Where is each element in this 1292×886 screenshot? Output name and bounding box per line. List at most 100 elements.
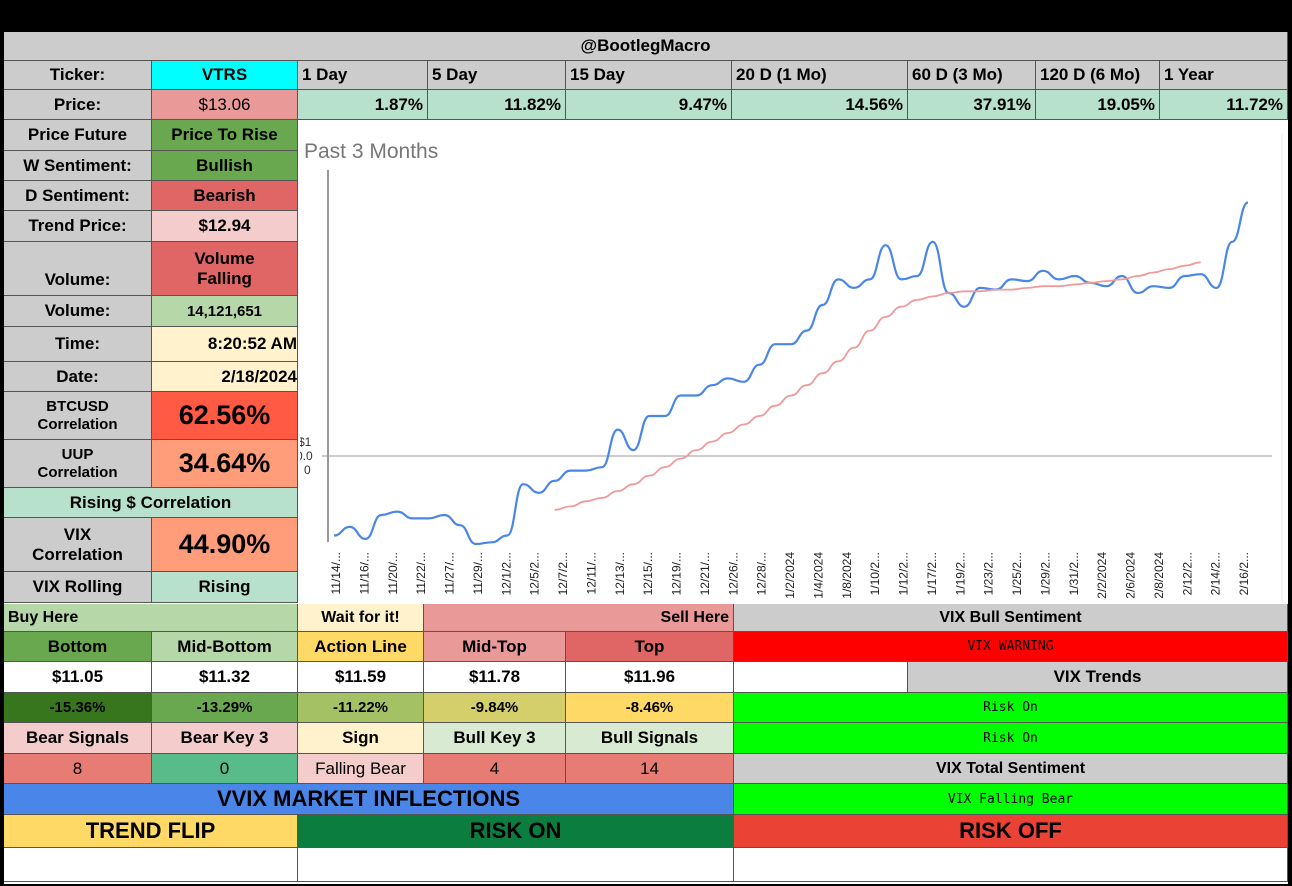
y-tick-label-3: 0 (304, 463, 311, 477)
x-tick-label: 1/17/2... (925, 552, 939, 595)
chart-series-1-line (333, 201, 1249, 546)
price-future-value: Price To Rise (152, 120, 298, 151)
x-tick-label: 1/12/2... (897, 552, 911, 595)
sign-value: Falling Bear (298, 754, 424, 784)
chart-series-2-line (554, 261, 1201, 511)
vix-bull-sentiment-label: VIX Bull Sentiment (734, 604, 1288, 632)
x-tick-label: 11/29/... (471, 552, 485, 594)
change-20-day: 14.56% (732, 90, 908, 120)
x-tick-label: 1/31/2... (1067, 552, 1081, 595)
blank-cell-1 (4, 848, 298, 882)
vix-trends-blank (734, 662, 908, 693)
btc-correlation-label: BTCUSD Correlation (4, 392, 152, 440)
x-tick-label: 12/1/2... (499, 552, 513, 595)
bear-signals-header: Bear Signals (4, 723, 152, 754)
bull-key-3-header: Bull Key 3 (424, 723, 566, 754)
x-tick-label: 11/27/... (443, 552, 457, 594)
sign-header: Sign (298, 723, 424, 754)
bull-signals-header: Bull Signals (566, 723, 734, 754)
bull-signals-value: 14 (566, 754, 734, 784)
vix-warning: VIX WARNING (734, 632, 1288, 662)
level-mid-top-pct: -9.84% (424, 693, 566, 723)
time-value: 8:20:52 AM (152, 327, 298, 362)
change-120-day: 19.05% (1036, 90, 1160, 120)
sell-here-label: Sell Here (424, 604, 734, 632)
x-tick-label: 12/15/... (641, 552, 655, 595)
x-tick-label: 11/22/... (414, 552, 428, 594)
x-tick-label: 11/20/... (386, 552, 400, 594)
blank-cell-2 (298, 848, 734, 882)
x-tick-label: 12/11/... (584, 552, 598, 594)
level-mid-top-price: $11.78 (424, 662, 566, 693)
time-label: Time: (4, 327, 152, 362)
date-value: 2/18/2024 (152, 362, 298, 392)
level-action-line-price: $11.59 (298, 662, 424, 693)
ticker-label: Ticker: (4, 61, 152, 90)
level-action-line-pct: -11.22% (298, 693, 424, 723)
period-1-year: 1 Year (1160, 61, 1288, 90)
x-tick-label: 12/19/... (670, 552, 684, 595)
x-tick-label: 1/10/2... (868, 552, 882, 595)
price-chart: Past 3 Months $10.00 11/14/... 11/16/... 11/… (300, 134, 1288, 604)
level-action-line-header: Action Line (298, 632, 424, 662)
volume-value: 14,121,651 (152, 296, 298, 327)
uup-correlation-label: UUP Correlation (4, 440, 152, 488)
uup-correlation-value: 34.64% (152, 440, 298, 488)
rising-correlation: Rising $ Correlation (4, 488, 298, 518)
period-1-day: 1 Day (298, 61, 428, 90)
trend-flip: TREND FLIP (4, 815, 298, 848)
period-120-day: 120 D (6 Mo) (1036, 61, 1160, 90)
level-mid-bottom-pct: -13.29% (152, 693, 298, 723)
w-sentiment-label: W Sentiment: (4, 151, 152, 181)
period-20-day: 20 D (1 Mo) (732, 61, 908, 90)
price-value: $13.06 (152, 90, 298, 120)
price-label: Price: (4, 90, 152, 120)
level-mid-bottom-header: Mid-Bottom (152, 632, 298, 662)
x-tick-label: 1/23/2... (982, 552, 996, 595)
level-bottom-price: $11.05 (4, 662, 152, 693)
blank-cell-3 (734, 848, 1288, 882)
x-tick-label: 1/2/2024 (783, 552, 797, 599)
change-1-day: 1.87% (298, 90, 428, 120)
vix-rolling-label: VIX Rolling (4, 572, 152, 603)
risk-on: RISK ON (298, 815, 734, 848)
change-1-year: 11.72% (1160, 90, 1288, 120)
vix-total-sentiment-label: VIX Total Sentiment (734, 754, 1288, 784)
x-tick-label: 2/2/2024 (1095, 552, 1109, 599)
buy-here-label: Buy Here (4, 604, 298, 632)
x-tick-label: 12/26/... (726, 552, 740, 595)
volume-trend-value: Volume Falling (152, 242, 298, 296)
bull-key-3-value: 4 (424, 754, 566, 784)
change-5-day: 11.82% (428, 90, 566, 120)
vix-correlation-value: 44.90% (152, 518, 298, 572)
period-15-day: 15 Day (566, 61, 732, 90)
vix-trend-2: Risk On (734, 723, 1288, 754)
level-top-header: Top (566, 632, 734, 662)
x-tick-label: 1/25/2... (1010, 552, 1024, 595)
vix-total-sentiment-value: VIX Falling Bear (734, 784, 1288, 815)
date-label: Date: (4, 362, 152, 392)
d-sentiment-label: D Sentiment: (4, 181, 152, 211)
price-future-label: Price Future (4, 120, 152, 151)
x-tick-label: 2/16/2... (1237, 552, 1251, 595)
period-60-day: 60 D (3 Mo) (908, 61, 1036, 90)
y-tick-label-1: $1 (300, 435, 312, 449)
level-top-price: $11.96 (566, 662, 734, 693)
vix-trends-label: VIX Trends (908, 662, 1288, 693)
ticker-value[interactable]: VTRS (152, 61, 298, 90)
chart-title: Past 3 Months (304, 140, 438, 163)
change-15-day: 9.47% (566, 90, 732, 120)
x-tick-label: 12/13/... (613, 552, 627, 595)
level-bottom-pct: -15.36% (4, 693, 152, 723)
bear-signals-value: 8 (4, 754, 152, 784)
change-60-day: 37.91% (908, 90, 1036, 120)
x-tick-label: 1/29/2... (1038, 552, 1052, 595)
trend-price-value: $12.94 (152, 211, 298, 242)
d-sentiment-value: Bearish (152, 181, 298, 211)
volume-label: Volume: (4, 296, 152, 327)
x-tick-label: 1/8/2024 (840, 552, 854, 599)
level-mid-top-header: Mid-Top (424, 632, 566, 662)
x-tick-label: 11/14/... (329, 552, 343, 594)
x-tick-label: 12/28/... (755, 552, 769, 595)
x-tick-label: 12/5/2... (528, 552, 542, 595)
